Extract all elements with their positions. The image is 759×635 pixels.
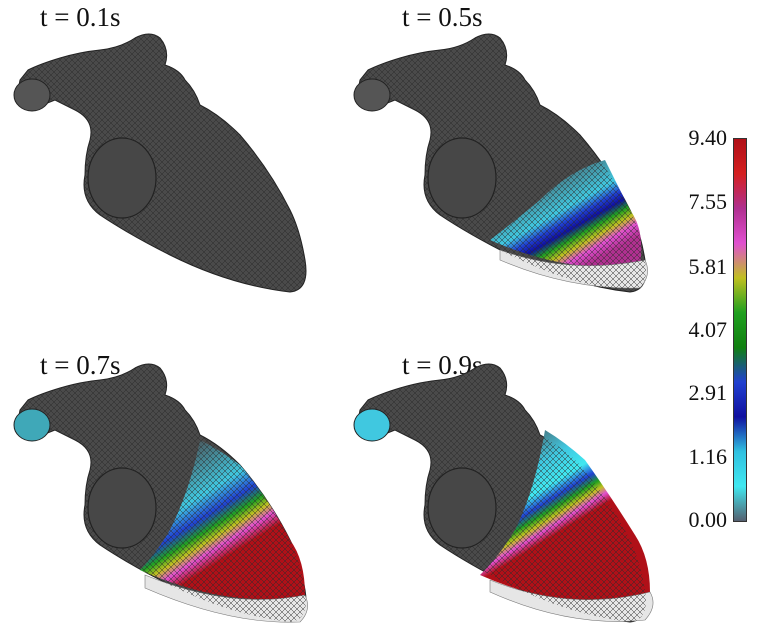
- heart-panel-4: t = 0.9s: [340, 330, 680, 635]
- heart-mesh: [13, 33, 307, 293]
- colorbar-tick: 4.07: [688, 317, 728, 342]
- heart-mesh: [353, 363, 654, 623]
- heart-panel-3: t = 0.7s: [0, 330, 340, 635]
- colorbar-tick: 9.40: [688, 125, 728, 150]
- time-label: t = 0.7s: [40, 350, 121, 380]
- heart-mesh: [353, 33, 648, 293]
- colorbar-tick: 2.91: [688, 380, 728, 405]
- time-label: t = 0.1s: [40, 2, 121, 32]
- time-label: t = 0.5s: [402, 2, 483, 32]
- heart-panel-1: t = 0.1s: [0, 0, 340, 305]
- heart-mesh: [13, 363, 308, 623]
- colorbar-tick: 1.16: [688, 444, 728, 469]
- colorbar-tick: 5.81: [688, 254, 728, 279]
- colorbar-tick: 7.55: [688, 189, 728, 214]
- colorbar: [733, 138, 747, 522]
- colorbar-tick: 0.00: [688, 507, 728, 532]
- heart-panel-2: t = 0.5s: [340, 0, 680, 305]
